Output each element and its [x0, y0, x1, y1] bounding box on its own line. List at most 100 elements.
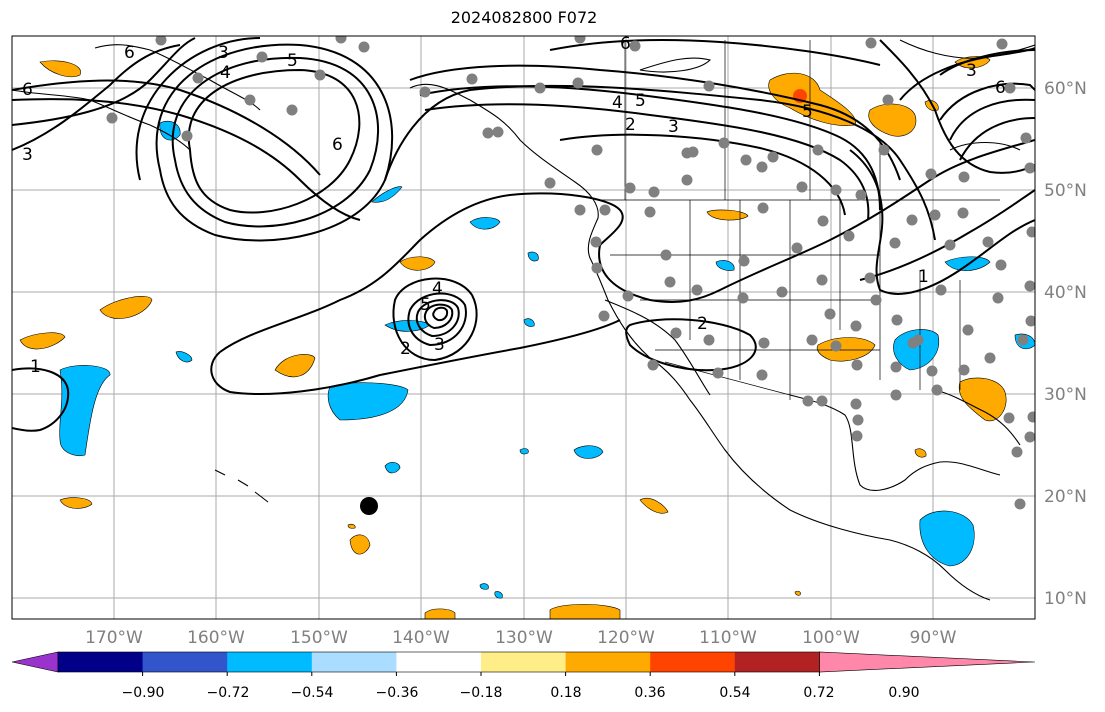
station-dot — [1024, 280, 1035, 292]
colorbar-segment — [311, 652, 397, 672]
station-dot — [864, 272, 876, 284]
colorbar-tick-labels: −0.90 −0.72 −0.54 −0.36 −0.18 0.18 0.36 … — [122, 685, 920, 701]
contour-label: 6 — [332, 135, 343, 155]
station-dot — [419, 86, 431, 98]
lat-label: 60°N — [1044, 79, 1087, 99]
station-dot — [926, 365, 938, 377]
station-dot — [767, 151, 779, 163]
station-dot — [1027, 411, 1035, 423]
shaded-areas — [19, 56, 1035, 619]
station-dot — [865, 37, 877, 49]
station-dot — [106, 112, 118, 124]
station-dot — [1004, 82, 1016, 94]
contour-label: 3 — [22, 145, 33, 165]
station-dot — [624, 182, 636, 194]
lon-label: 160°W — [187, 628, 245, 648]
station-dot — [574, 36, 586, 44]
gridlines — [12, 36, 1035, 619]
station-dot — [850, 398, 862, 410]
colorbar-tick-label: −0.54 — [291, 685, 334, 701]
station-dot — [850, 320, 862, 332]
location-marker — [360, 497, 378, 515]
colorbar-segment — [481, 652, 567, 672]
colorbar-tick-label: 0.18 — [550, 685, 581, 701]
colorbar-segment — [396, 652, 482, 672]
colorbar-tick-label: 0.72 — [803, 685, 834, 701]
station-dot — [181, 130, 193, 142]
station-dot — [256, 51, 268, 63]
colorbar — [11, 651, 1036, 676]
station-dot — [670, 327, 682, 339]
colorbar-segment — [227, 652, 313, 672]
contour-label: 2 — [697, 314, 708, 334]
station-dot — [870, 294, 882, 306]
station-dot — [1003, 412, 1015, 424]
station-dot — [878, 144, 890, 156]
contour-label: 1 — [30, 357, 41, 377]
station-dot — [703, 80, 715, 92]
station-dot — [996, 38, 1008, 50]
station-dot — [889, 237, 901, 249]
station-dot — [691, 284, 703, 296]
station-dot — [817, 215, 829, 227]
station-dot — [776, 286, 788, 298]
contour-label: 5 — [420, 295, 431, 315]
station-dot — [962, 324, 974, 336]
contour-label: 6 — [124, 43, 135, 63]
colorbar-tick-label: 0.90 — [888, 685, 919, 701]
lat-label: 20°N — [1044, 487, 1087, 507]
station-dot — [931, 384, 943, 396]
contour-label: 5 — [802, 102, 813, 122]
colorbar-extend-low — [11, 651, 59, 673]
station-dot — [591, 262, 603, 274]
station-dot — [286, 104, 298, 116]
station-dots — [106, 36, 1035, 510]
station-dot — [830, 184, 842, 196]
lat-label: 30°N — [1044, 385, 1087, 405]
station-dot — [756, 161, 768, 173]
lat-label: 50°N — [1044, 181, 1087, 201]
station-dot — [984, 352, 996, 364]
station-dot — [890, 361, 902, 373]
colorbar-tick-label: −0.18 — [460, 685, 503, 701]
station-dot — [574, 204, 586, 216]
colorbar-tick-label: −0.72 — [207, 685, 250, 701]
station-dot — [992, 292, 1004, 304]
station-dot — [192, 72, 204, 84]
contour-label: 2 — [625, 115, 636, 135]
station-dot — [482, 127, 494, 139]
contour-label: 5 — [635, 91, 646, 111]
station-dot — [1017, 334, 1029, 346]
station-dot — [622, 290, 634, 302]
station-dot — [756, 369, 768, 381]
station-dot — [882, 94, 894, 106]
station-dot — [598, 310, 610, 322]
station-dot — [681, 147, 693, 159]
contour-label: 4 — [220, 63, 231, 83]
colorbar-segment — [734, 652, 820, 672]
colorbar-outline — [57, 651, 820, 673]
station-dot — [718, 137, 730, 149]
station-dot — [816, 395, 828, 407]
station-dot — [155, 36, 167, 46]
lon-label: 130°W — [495, 628, 553, 648]
contour-label: 4 — [612, 93, 623, 113]
station-dot — [891, 314, 903, 326]
station-dot — [944, 239, 956, 251]
station-dot — [660, 249, 672, 261]
station-dot — [740, 154, 752, 166]
station-dot — [757, 202, 769, 214]
map-frame — [11, 35, 1036, 620]
station-dot — [830, 340, 842, 352]
latitude-labels: 60°N 50°N 40°N 30°N 20°N 10°N — [1044, 79, 1087, 609]
station-dot — [816, 274, 828, 286]
station-dot — [806, 334, 818, 346]
station-dot — [855, 189, 867, 201]
station-dot — [590, 236, 602, 248]
lat-label: 40°N — [1044, 283, 1087, 303]
station-dot — [929, 209, 941, 221]
station-dot — [958, 171, 970, 183]
colorbar-tick-label: −0.90 — [122, 685, 165, 701]
colorbar-extend-high — [819, 651, 1036, 673]
station-dot — [314, 69, 326, 81]
